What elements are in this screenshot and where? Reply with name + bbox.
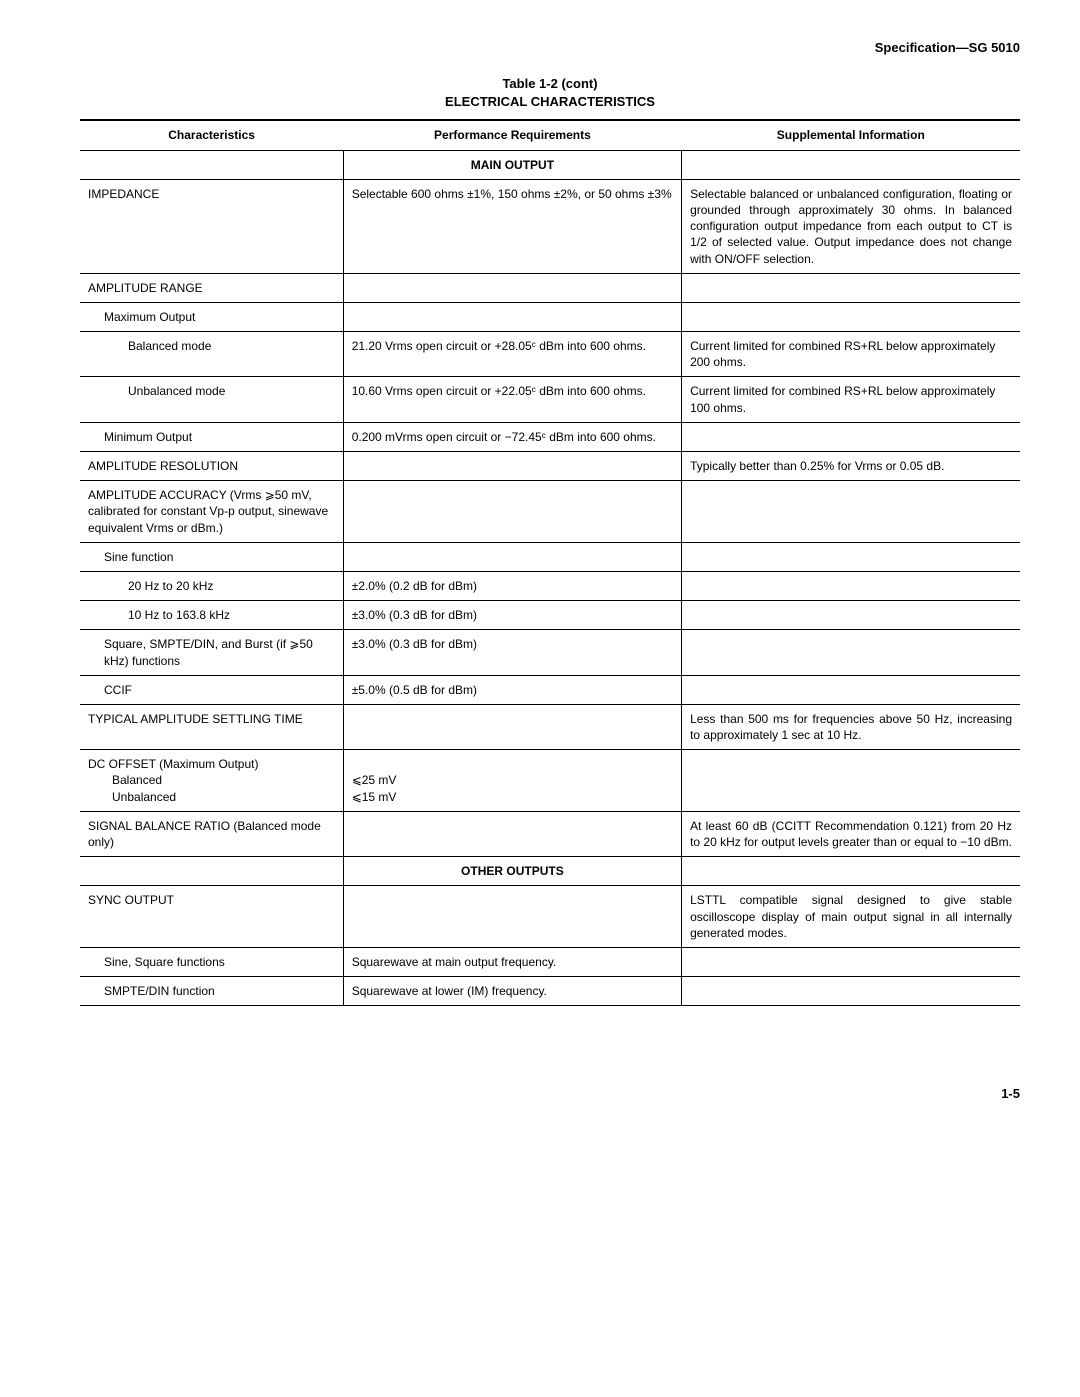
row-unbalanced-mode: Unbalanced mode 10.60 Vrms open circuit … [80, 377, 1020, 422]
row-amp-resolution: AMPLITUDE RESOLUTION Typically better th… [80, 452, 1020, 481]
cell-perf [343, 302, 681, 331]
cell-char: Sine, Square functions [80, 947, 343, 976]
cell-char: 20 Hz to 20 kHz [80, 571, 343, 600]
cell-char: CCIF [80, 675, 343, 704]
cell-supp [682, 542, 1020, 571]
dc-offset-balanced-val: ⩽25 mV [352, 772, 673, 788]
row-balanced-mode: Balanced mode 21.20 Vrms open circuit or… [80, 332, 1020, 377]
cell-supp [682, 481, 1020, 543]
page-number: 1-5 [80, 1086, 1020, 1101]
col-header-performance: Performance Requirements [343, 120, 681, 150]
cell-perf: Squarewave at lower (IM) frequency. [343, 977, 681, 1006]
cell-perf [343, 886, 681, 948]
row-min-output: Minimum Output 0.200 mVrms open circuit … [80, 422, 1020, 451]
cell-char: Minimum Output [80, 422, 343, 451]
cell-supp [682, 571, 1020, 600]
cell-perf [343, 481, 681, 543]
cell-perf: ±5.0% (0.5 dB for dBm) [343, 675, 681, 704]
cell-perf [343, 542, 681, 571]
cell-supp [682, 947, 1020, 976]
row-sine-square-fn: Sine, Square functions Squarewave at mai… [80, 947, 1020, 976]
table-title-line2: ELECTRICAL CHARACTERISTICS [80, 93, 1020, 111]
dc-offset-balanced: Balanced [88, 772, 335, 788]
cell-char: Maximum Output [80, 302, 343, 331]
row-dc-offset: DC OFFSET (Maximum Output) Balanced Unba… [80, 750, 1020, 812]
cell-char: Square, SMPTE/DIN, and Burst (if ⩾50 kHz… [80, 630, 343, 675]
row-smpte-din-fn: SMPTE/DIN function Squarewave at lower (… [80, 977, 1020, 1006]
cell-char: SMPTE/DIN function [80, 977, 343, 1006]
row-impedance: IMPEDANCE Selectable 600 ohms ±1%, 150 o… [80, 179, 1020, 273]
cell-char: DC OFFSET (Maximum Output) Balanced Unba… [80, 750, 343, 812]
cell-supp: At least 60 dB (CCITT Recommendation 0.1… [682, 811, 1020, 856]
table-header-row: Characteristics Performance Requirements… [80, 120, 1020, 150]
cell-supp [682, 422, 1020, 451]
row-max-output: Maximum Output [80, 302, 1020, 331]
dc-offset-unbalanced-val: ⩽15 mV [352, 789, 673, 805]
cell-perf: Squarewave at main output frequency. [343, 947, 681, 976]
cell-supp [682, 273, 1020, 302]
cell-perf: ±3.0% (0.3 dB for dBm) [343, 601, 681, 630]
spec-header: Specification—SG 5010 [80, 40, 1020, 55]
cell-perf: ±3.0% (0.3 dB for dBm) [343, 630, 681, 675]
row-amp-accuracy: AMPLITUDE ACCURACY (Vrms ⩾50 mV, calibra… [80, 481, 1020, 543]
cell-supp: Selectable balanced or unbalanced config… [682, 179, 1020, 273]
cell-supp [682, 675, 1020, 704]
row-sync-output: SYNC OUTPUT LSTTL compatible signal desi… [80, 886, 1020, 948]
cell-char: IMPEDANCE [80, 179, 343, 273]
cell-supp: Less than 500 ms for frequencies above 5… [682, 704, 1020, 749]
cell-perf: 0.200 mVrms open circuit or −72.45ᶜ dBm … [343, 422, 681, 451]
cell-char: AMPLITUDE RANGE [80, 273, 343, 302]
cell-supp [682, 302, 1020, 331]
row-signal-balance: SIGNAL BALANCE RATIO (Balanced mode only… [80, 811, 1020, 856]
cell-supp [682, 630, 1020, 675]
cell-perf: ±2.0% (0.2 dB for dBm) [343, 571, 681, 600]
table-title: Table 1-2 (cont) ELECTRICAL CHARACTERIST… [80, 75, 1020, 111]
cell-char: SYNC OUTPUT [80, 886, 343, 948]
cell-supp: Current limited for combined RS+RL below… [682, 377, 1020, 422]
cell-supp: Typically better than 0.25% for Vrms or … [682, 452, 1020, 481]
cell-supp: LSTTL compatible signal designed to give… [682, 886, 1020, 948]
cell-char: AMPLITUDE ACCURACY (Vrms ⩾50 mV, calibra… [80, 481, 343, 543]
cell-supp: Current limited for combined RS+RL below… [682, 332, 1020, 377]
cell-char: Balanced mode [80, 332, 343, 377]
cell-char: SIGNAL BALANCE RATIO (Balanced mode only… [80, 811, 343, 856]
dc-offset-unbalanced: Unbalanced [88, 789, 335, 805]
row-sine-10hz-163khz: 10 Hz to 163.8 kHz ±3.0% (0.3 dB for dBm… [80, 601, 1020, 630]
row-settling-time: TYPICAL AMPLITUDE SETTLING TIME Less tha… [80, 704, 1020, 749]
electrical-characteristics-table: Characteristics Performance Requirements… [80, 119, 1020, 1006]
cell-char: Unbalanced mode [80, 377, 343, 422]
cell-supp [682, 601, 1020, 630]
cell-char: TYPICAL AMPLITUDE SETTLING TIME [80, 704, 343, 749]
cell-char: Sine function [80, 542, 343, 571]
cell-perf [343, 811, 681, 856]
cell-perf [343, 273, 681, 302]
cell-supp [682, 750, 1020, 812]
cell-char: 10 Hz to 163.8 kHz [80, 601, 343, 630]
cell-perf: ⩽25 mV ⩽15 mV [343, 750, 681, 812]
cell-perf [343, 452, 681, 481]
section-main-output: MAIN OUTPUT [80, 150, 1020, 179]
section-other-outputs-label: OTHER OUTPUTS [343, 857, 681, 886]
row-ccif: CCIF ±5.0% (0.5 dB for dBm) [80, 675, 1020, 704]
cell-supp [682, 977, 1020, 1006]
row-sine-20hz-20khz: 20 Hz to 20 kHz ±2.0% (0.2 dB for dBm) [80, 571, 1020, 600]
section-other-outputs: OTHER OUTPUTS [80, 857, 1020, 886]
row-amplitude-range: AMPLITUDE RANGE [80, 273, 1020, 302]
cell-perf [343, 704, 681, 749]
section-main-output-label: MAIN OUTPUT [343, 150, 681, 179]
cell-char: AMPLITUDE RESOLUTION [80, 452, 343, 481]
cell-perf: 10.60 Vrms open circuit or +22.05ᶜ dBm i… [343, 377, 681, 422]
cell-perf: Selectable 600 ohms ±1%, 150 ohms ±2%, o… [343, 179, 681, 273]
table-title-line1: Table 1-2 (cont) [80, 75, 1020, 93]
cell-perf: 21.20 Vrms open circuit or +28.05ᶜ dBm i… [343, 332, 681, 377]
dc-offset-label: DC OFFSET (Maximum Output) [88, 756, 335, 772]
row-square-smpte: Square, SMPTE/DIN, and Burst (if ⩾50 kHz… [80, 630, 1020, 675]
col-header-supplemental: Supplemental Information [682, 120, 1020, 150]
row-sine-function: Sine function [80, 542, 1020, 571]
col-header-characteristics: Characteristics [80, 120, 343, 150]
